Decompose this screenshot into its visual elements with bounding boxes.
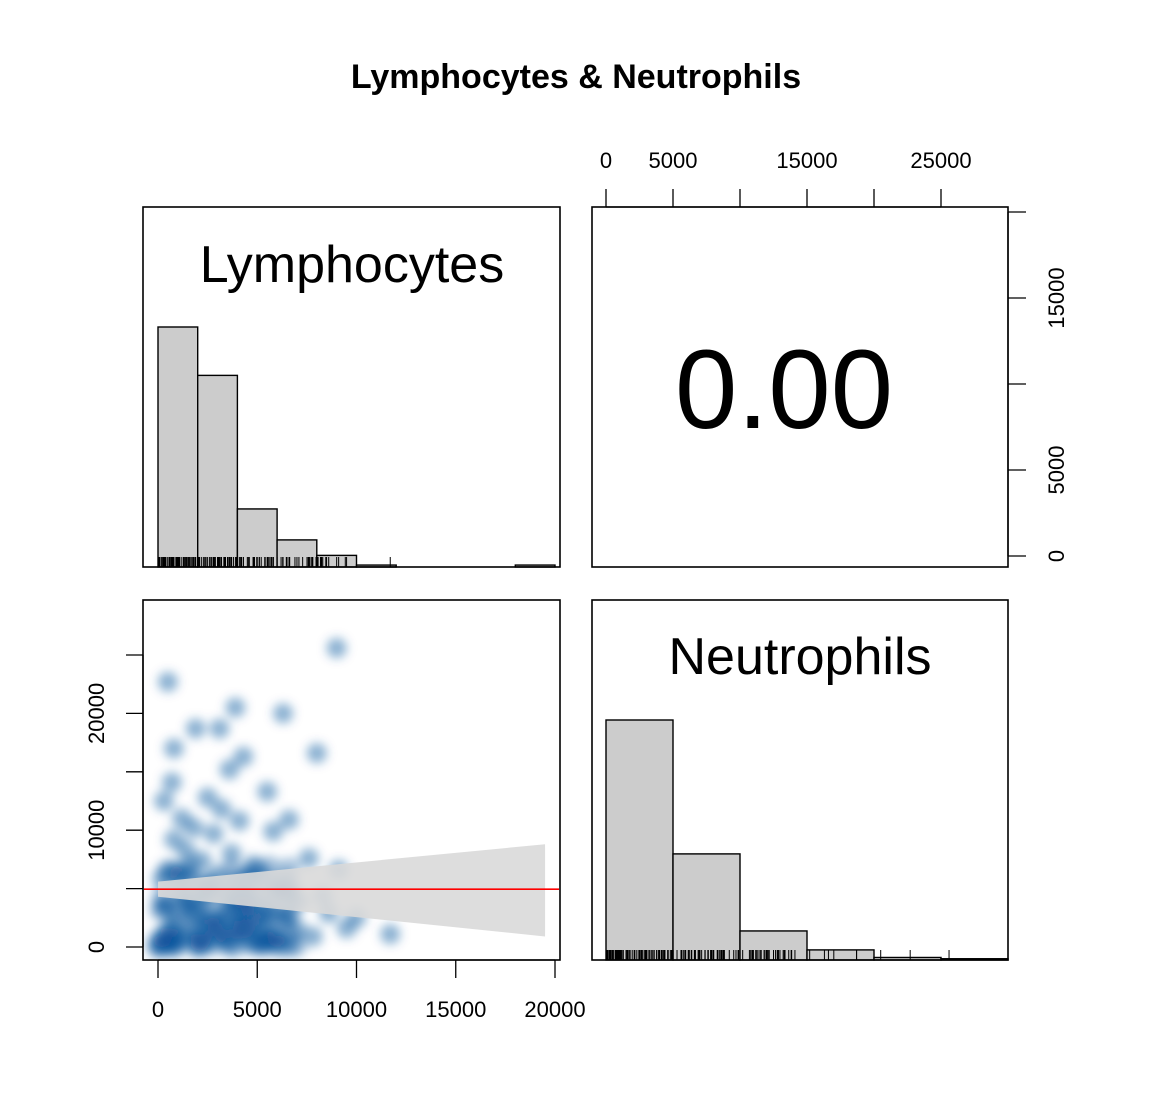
bottom-axis-tick-label: 20000 [524,997,585,1022]
scatter-point [243,855,264,876]
scatter-point [277,906,298,927]
lymphocytes-histogram-bar [196,374,239,568]
scatter-point [153,791,174,811]
scatter-point [380,924,401,945]
scatter-point [207,925,228,946]
scatter-point [326,637,347,658]
scatter-point [221,843,242,864]
scatter-point [203,823,224,844]
scatter-point [233,746,254,767]
left-axis-tick-label: 20000 [84,683,109,744]
left-axis: 0 10000 20000 [84,654,144,953]
scatter-point [209,718,230,739]
scatter-point [211,799,232,820]
scatter-point [302,926,323,947]
scatter-point [298,848,319,869]
scatter-point [163,829,184,850]
scatter-point [187,906,208,927]
scatter-point [219,759,240,780]
scatter-point [229,810,250,831]
right-axis-tick-label: 15000 [1044,267,1069,328]
scatter-point [306,743,327,764]
scatter-point [157,671,178,692]
scatter-point [185,718,206,739]
top-axis-tick-label: 15000 [776,148,837,173]
scatter-point [251,917,272,938]
bottom-axis-tick-label: 15000 [425,997,486,1022]
scatter-point [161,772,182,793]
panel-frame [142,206,561,568]
left-axis-tick-label: 10000 [84,800,109,861]
neutrophils-histogram-bar [605,719,674,961]
bottom-axis-tick-label: 0 [152,997,164,1022]
scatter-point [257,781,278,802]
neutrophils-histogram-bar [672,853,741,961]
chart-title: Lymphocytes & Neutrophils [351,58,801,96]
right-axis: 0 5000 15000 [1007,211,1069,562]
scatter-point [336,918,357,939]
scatter-point [155,894,176,915]
scatter-point [189,931,210,952]
right-axis-tick-label: 5000 [1044,446,1069,495]
scatter-point [273,703,294,724]
scatter-point [163,738,184,759]
bottom-axis-tick-label: 10000 [326,997,387,1022]
top-axis-tick-label: 5000 [649,148,698,173]
neutrophils-histogram-bar [806,949,875,961]
scatter-panel [142,599,561,961]
correlation-value: 0.00 [675,327,893,452]
lymphocytes-label: Lymphocytes [200,236,504,294]
neutrophils-histogram-panel: Neutrophils [591,599,1009,961]
scatter-point [267,927,288,948]
confidence-band [158,844,546,937]
bottom-axis-tick-label: 5000 [233,997,282,1022]
top-axis-tick-label: 0 [600,148,612,173]
scatter-point [179,855,200,876]
lymphocytes-histogram-bar [157,326,199,568]
top-axis-tick-label: 25000 [910,148,971,173]
right-axis-tick-label: 0 [1044,550,1069,562]
panel-frame [591,599,1009,961]
scatter-point [225,697,246,718]
top-axis: 0 5000 15000 25000 [600,148,972,208]
lymphocytes-histogram-panel: Lymphocytes [142,206,561,568]
left-axis-tick-label: 0 [84,941,109,953]
scatter-point [197,787,218,808]
scatter-point [183,817,204,838]
scatter-point [215,901,236,922]
scatter-point [279,809,300,830]
correlation-panel: 0.00 [591,206,1009,568]
scatter-point [263,821,284,842]
scatter-point [159,918,180,939]
bottom-axis: 0 5000 10000 15000 20000 [152,959,586,1022]
neutrophils-label: Neutrophils [668,628,931,686]
